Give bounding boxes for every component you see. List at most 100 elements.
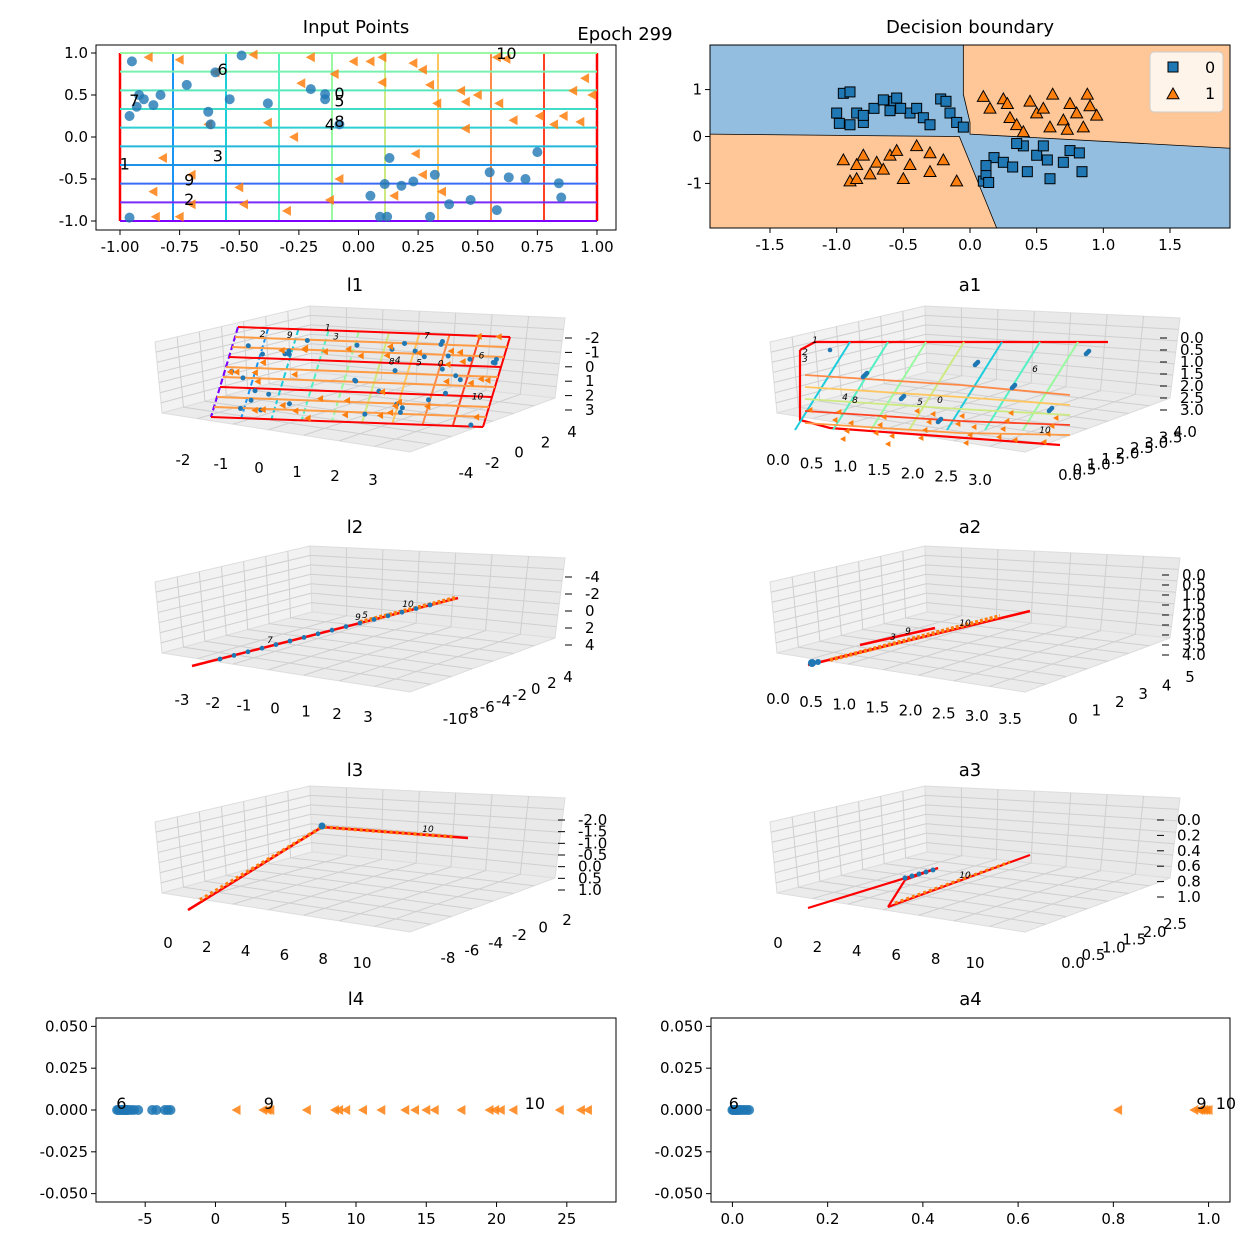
z-tick-label: -4 (585, 568, 600, 586)
x-tick-label: -0.25 (279, 238, 318, 256)
z-tick-label: 3 (585, 401, 595, 419)
point-class-0 (445, 353, 451, 359)
y-tick-label: 0.5 (1072, 461, 1096, 479)
x-tick-label: -1 (237, 697, 252, 715)
grid-line (835, 326, 1088, 430)
z-tick-label: 3.0 (1182, 626, 1206, 644)
point-class-1 (239, 199, 249, 210)
y-tick-label: 0.050 (660, 1017, 703, 1035)
y-tick-label: -4 (488, 934, 503, 952)
grid-line (773, 823, 1175, 864)
point-class-0 (384, 153, 395, 163)
point-class-1 (877, 422, 883, 428)
point-class-1 (150, 211, 160, 222)
grid-line (902, 311, 1150, 407)
marker-class-0 (844, 119, 856, 131)
point-class-1 (1041, 439, 1047, 445)
y-tick-label: -0.025 (655, 1143, 703, 1161)
grid-line (880, 556, 1129, 654)
marker-class-0 (1031, 149, 1043, 161)
point-class-0 (930, 867, 936, 873)
y-tick-label: 0.0 (1061, 954, 1085, 972)
y-tick-label: 0.0 (1058, 466, 1082, 484)
z-tick-label: 1.5 (1180, 365, 1204, 383)
x-tick-label: 0 (773, 934, 783, 952)
point-class-1 (475, 332, 482, 340)
grid-line (770, 794, 1179, 833)
panel-title-a1: a1 (959, 275, 981, 296)
axes-frame-a4 (710, 1017, 1231, 1203)
point-label: 9 (905, 627, 911, 637)
point-class-1 (174, 54, 184, 65)
marker-class-1 (983, 101, 997, 114)
x-tick-label: 0.0 (720, 1210, 744, 1228)
marker-class-0 (884, 105, 896, 117)
x-tick-label: 0.50 (461, 238, 494, 256)
marker-class-1 (849, 157, 864, 170)
point-class-1 (348, 56, 358, 67)
point-class-0 (138, 94, 149, 105)
transformed-grid-line (228, 356, 502, 368)
point-label: 3 (802, 355, 808, 365)
y-tick-label: -2 (512, 926, 527, 944)
x-tick-label: 6 (280, 946, 290, 964)
y-tick-label: 1 (692, 81, 702, 99)
point-class-0 (203, 106, 214, 117)
marker-class-0 (868, 102, 880, 114)
point-label: 7 (424, 332, 430, 342)
y-tick-label: 0.050 (45, 1017, 88, 1035)
x-tick-label: -0.5 (889, 236, 918, 254)
point-label: 8 (852, 396, 858, 406)
point-label: 10 (1039, 426, 1051, 436)
grid-line (156, 804, 563, 843)
grid-line (918, 792, 1072, 916)
point-class-0 (374, 211, 385, 222)
point-label: 6 (116, 1094, 126, 1113)
point-label: 6 (217, 60, 227, 79)
z-tick-label: -2 (585, 329, 600, 347)
marker-class-0 (1011, 138, 1023, 150)
point-class-0 (362, 411, 368, 417)
marker-class-1 (836, 152, 851, 166)
point-class-0 (916, 871, 922, 877)
point-label: 5 (362, 611, 368, 621)
point-class-1 (316, 395, 324, 403)
point-class-1 (279, 401, 286, 409)
pane-floor (776, 851, 1171, 933)
y-tick-label: 4 (567, 423, 577, 441)
transformed-grid-line (908, 341, 965, 431)
grid-line (176, 816, 431, 925)
point-class-1 (460, 96, 470, 107)
transformed-grid-line (804, 398, 1071, 416)
point-label: 5 (334, 92, 344, 111)
z-tick-label: 1.0 (1180, 353, 1204, 371)
point-class-0 (371, 617, 377, 622)
point-class-1 (1045, 431, 1051, 437)
z-tick-label: 0.5 (578, 869, 602, 887)
grid-line (155, 314, 564, 353)
x-tick-label: 2.0 (899, 701, 923, 719)
point-class-0 (453, 373, 459, 379)
point-class-1 (1008, 410, 1014, 416)
grid-line (156, 564, 563, 603)
point-label: 2 (184, 190, 194, 209)
z-tick-label: 3.5 (1182, 636, 1206, 654)
x-tick-label: 10 (352, 954, 371, 972)
grid-line (265, 556, 514, 654)
axes3d-a1: 0.0 0.5 1.0 1.5 2.0 2.5 3.0 0.00.51.01.52.02.53… (766, 305, 1204, 489)
point-label: 3 (333, 333, 339, 343)
point-class-0 (553, 178, 564, 189)
grid-line (989, 316, 1145, 447)
y-tick-label: -2 (512, 686, 527, 704)
marker-class-0 (980, 160, 992, 172)
point-class-1 (377, 52, 387, 63)
point-label: 1 (120, 155, 130, 174)
point-label: 10 (422, 825, 434, 835)
x-tick-label: 2.0 (901, 464, 925, 482)
z-tick-label: 4.0 (1182, 646, 1206, 664)
grid-line (773, 343, 1175, 384)
marker-class-0 (1064, 145, 1076, 157)
point-class-0 (357, 620, 363, 626)
point-class-1 (329, 69, 339, 79)
grid-line (220, 566, 473, 670)
